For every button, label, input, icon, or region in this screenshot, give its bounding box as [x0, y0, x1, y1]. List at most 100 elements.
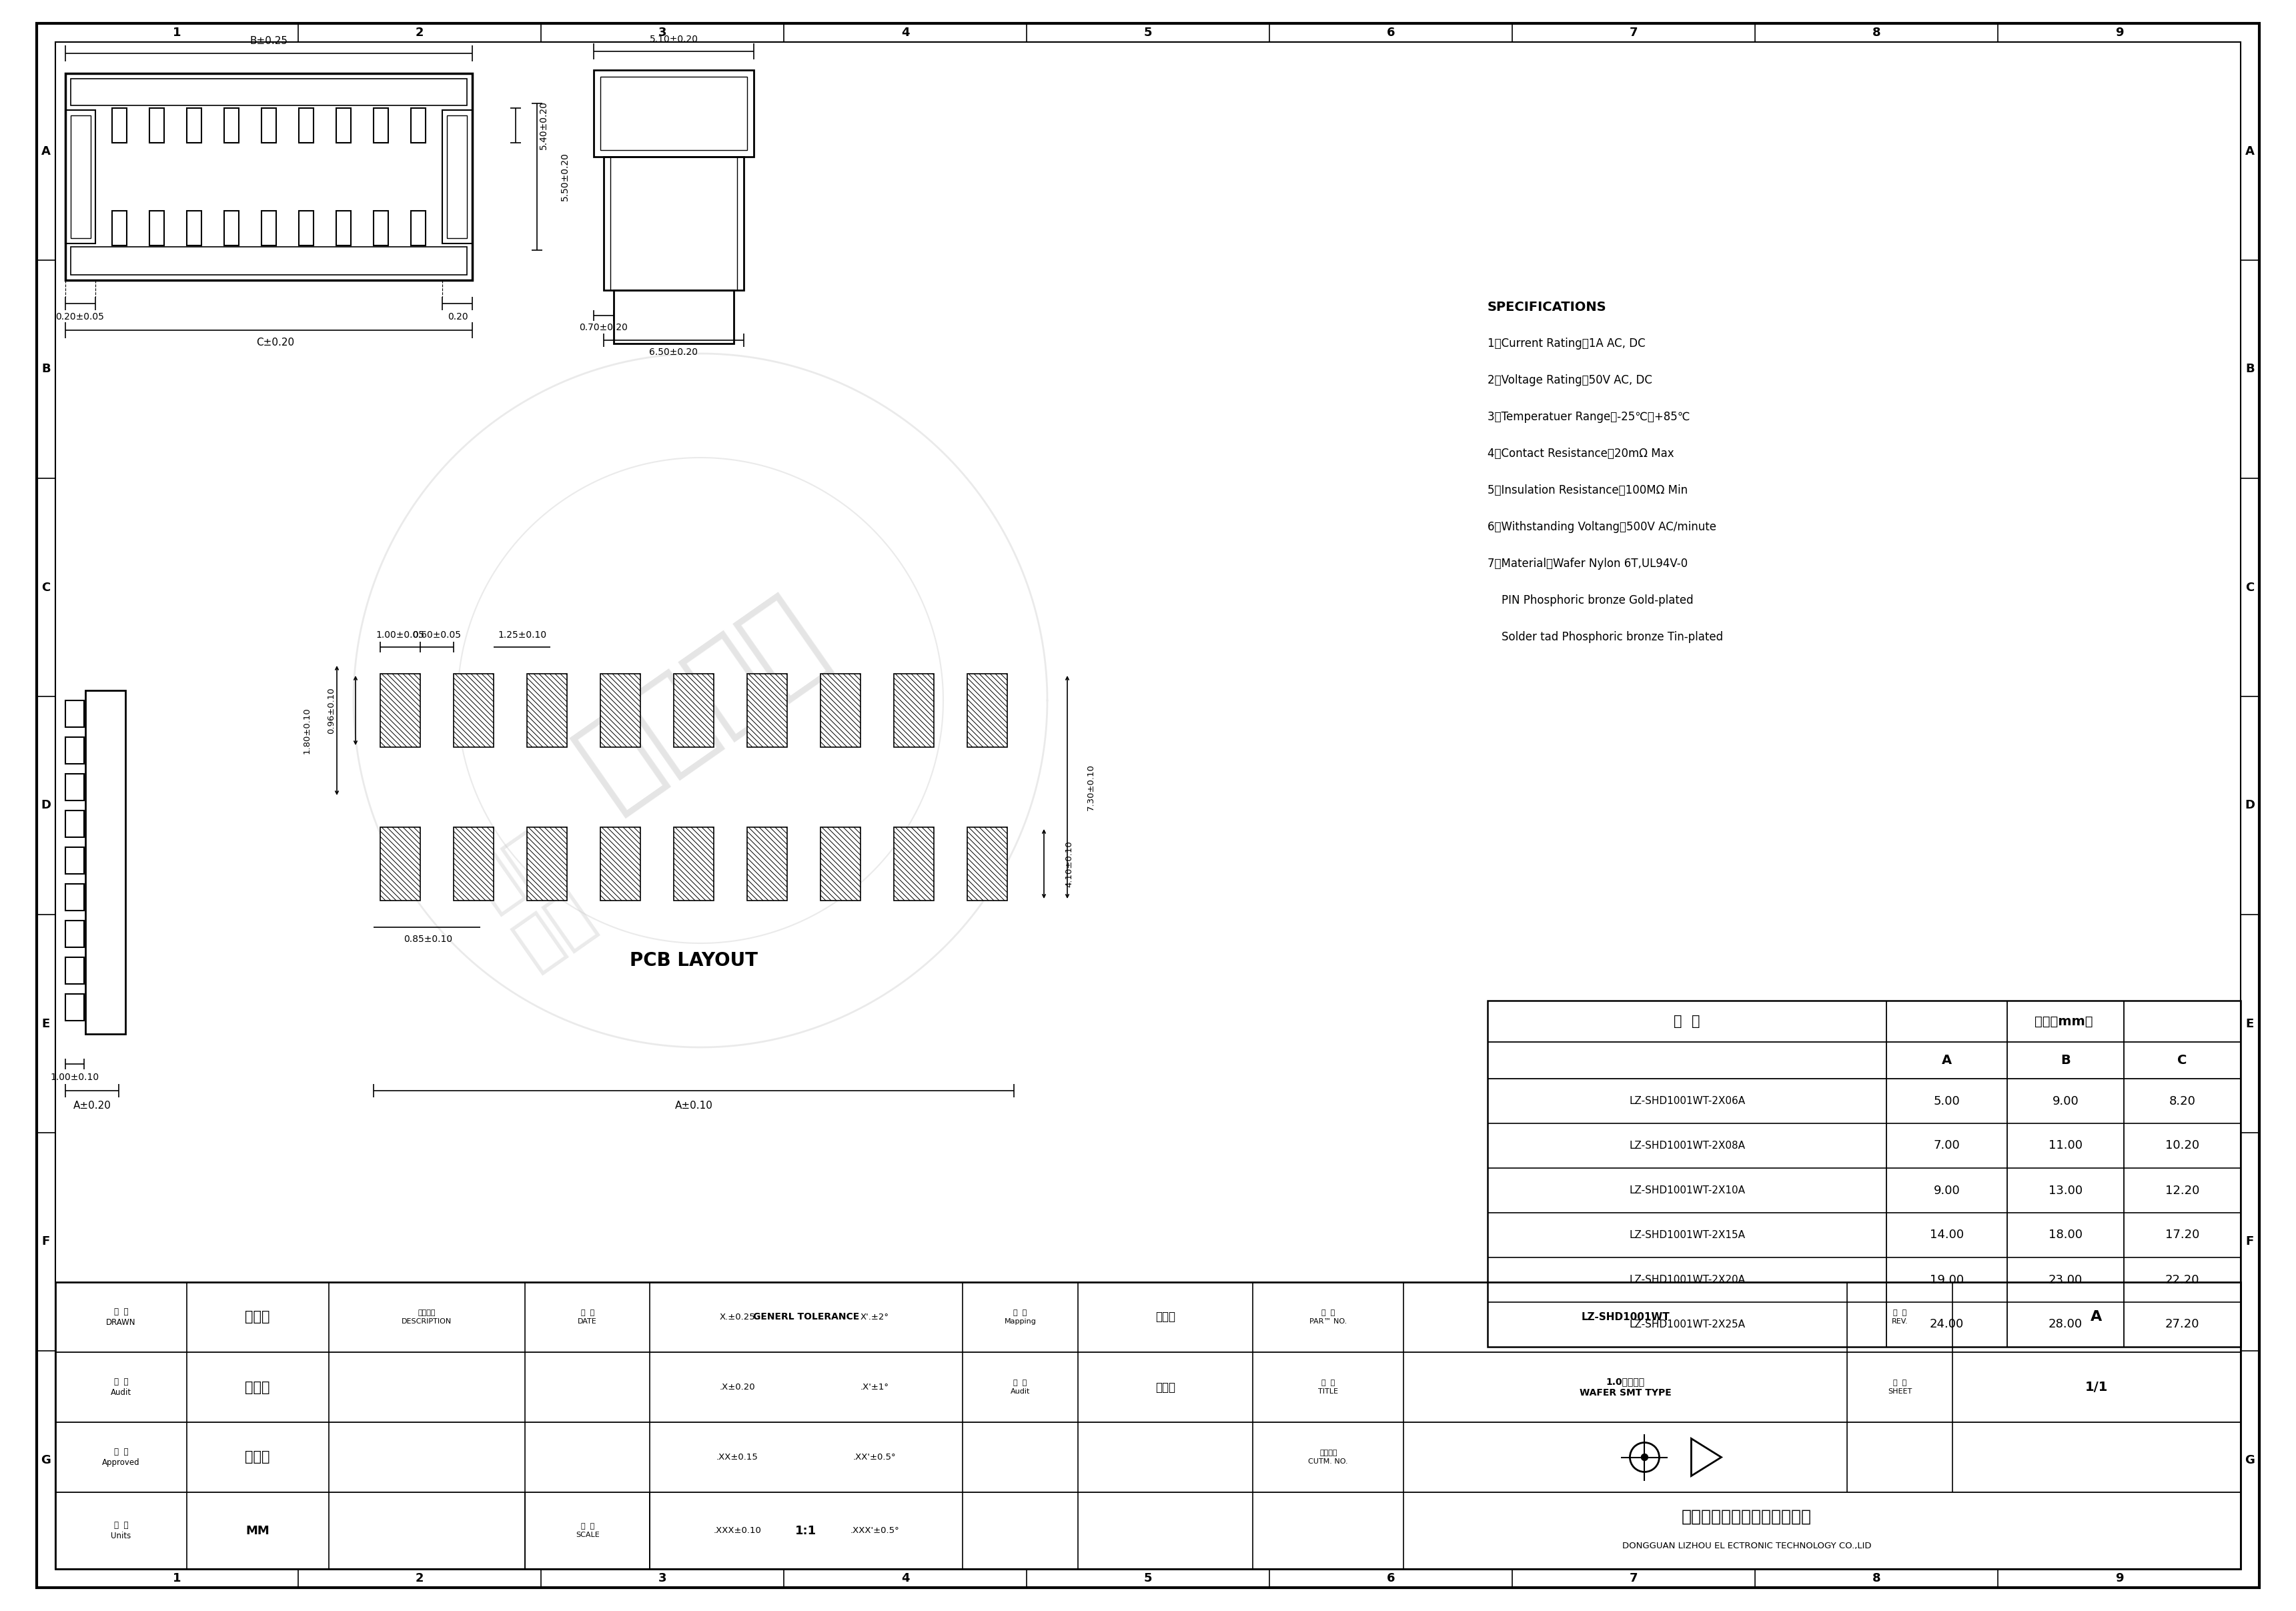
Text: 8.20: 8.20 — [2170, 1095, 2195, 1107]
Bar — [381, 826, 420, 901]
Bar — [528, 826, 567, 901]
Text: G: G — [2245, 1453, 2255, 1466]
Bar — [528, 673, 567, 748]
Bar — [528, 826, 567, 901]
Text: 23.00: 23.00 — [2048, 1274, 2082, 1286]
Text: LZ-SHD1001WT-2X25A: LZ-SHD1001WT-2X25A — [1630, 1319, 1745, 1329]
Text: 2: 2 — [416, 1572, 425, 1584]
Text: 1: 1 — [172, 27, 181, 39]
Bar — [262, 108, 276, 143]
Text: 1:1: 1:1 — [794, 1524, 817, 1537]
Text: 1.00±0.10: 1.00±0.10 — [51, 1073, 99, 1083]
Text: 3、Temperatuer Range：-25℃～+85℃: 3、Temperatuer Range：-25℃～+85℃ — [1488, 411, 1690, 424]
Bar — [599, 826, 641, 901]
Text: 7.30±0.10: 7.30±0.10 — [1086, 764, 1095, 810]
Text: 5.10±0.20: 5.10±0.20 — [650, 35, 698, 43]
Bar — [448, 116, 466, 238]
Bar — [64, 994, 85, 1021]
Bar — [893, 826, 934, 901]
Text: 1/1: 1/1 — [2085, 1381, 2108, 1394]
Text: 1: 1 — [172, 1572, 181, 1584]
Text: 1.0双排卧贴
WAFER SMT TYPE: 1.0双排卧贴 WAFER SMT TYPE — [1580, 1377, 1671, 1398]
Text: B: B — [2245, 362, 2255, 375]
Text: A: A — [2092, 1310, 2103, 1324]
Bar — [1488, 1000, 2241, 1347]
Text: 1.25±0.10: 1.25±0.10 — [498, 630, 546, 640]
Bar — [149, 108, 163, 143]
Text: 28.00: 28.00 — [2048, 1318, 2082, 1331]
Bar — [381, 673, 420, 748]
Bar — [335, 211, 351, 245]
Text: .XX±0.15: .XX±0.15 — [716, 1453, 758, 1461]
Text: A: A — [41, 145, 51, 158]
Text: X'.±2°: X'.±2° — [861, 1313, 889, 1321]
Bar — [374, 108, 388, 143]
Text: LZ-SHD1001WT-2X15A: LZ-SHD1001WT-2X15A — [1630, 1231, 1745, 1240]
Text: 12.20: 12.20 — [2165, 1184, 2200, 1197]
Bar — [673, 673, 714, 748]
Bar — [298, 108, 315, 143]
Text: 6.50±0.20: 6.50±0.20 — [650, 348, 698, 358]
Text: 尺寸（mm）: 尺寸（mm） — [2034, 1015, 2094, 1028]
Text: 2、Voltage Rating：50V AC, DC: 2、Voltage Rating：50V AC, DC — [1488, 374, 1653, 387]
Text: 制  图
Mapping: 制 图 Mapping — [1003, 1310, 1035, 1324]
Text: LZ-SHD1001WT-2X10A: LZ-SHD1001WT-2X10A — [1630, 1186, 1745, 1195]
Text: Solder tad Phosphoric bronze Tin-plated: Solder tad Phosphoric bronze Tin-plated — [1488, 632, 1722, 643]
Bar — [967, 826, 1008, 901]
Text: .X'±1°: .X'±1° — [861, 1382, 889, 1392]
Circle shape — [1642, 1453, 1649, 1461]
Text: 5: 5 — [1143, 27, 1153, 39]
Bar — [64, 884, 85, 910]
Text: .XXX±0.10: .XXX±0.10 — [714, 1526, 762, 1535]
Text: 0.20±0.05: 0.20±0.05 — [55, 313, 103, 322]
Text: F: F — [2245, 1236, 2255, 1249]
Text: 4.10±0.10: 4.10±0.10 — [1065, 841, 1075, 888]
Bar — [64, 957, 85, 984]
Text: SPECIFICATIONS: SPECIFICATIONS — [1488, 301, 1607, 313]
Text: 24.00: 24.00 — [1931, 1318, 1963, 1331]
Bar — [225, 108, 239, 143]
Text: 5、Insulation Resistance：100MΩ Min: 5、Insulation Resistance：100MΩ Min — [1488, 485, 1688, 496]
Text: E: E — [2245, 1018, 2255, 1029]
Bar — [599, 77, 746, 150]
Text: 版  本
REV.: 版 本 REV. — [1892, 1310, 1908, 1324]
Text: PIN Phosphoric bronze Gold-plated: PIN Phosphoric bronze Gold-plated — [1488, 594, 1694, 606]
Text: 陈志强: 陈志强 — [246, 1450, 271, 1464]
Text: LZ-SHD1001WT-2X06A: LZ-SHD1001WT-2X06A — [1630, 1095, 1745, 1107]
Bar — [673, 673, 714, 748]
Text: 9: 9 — [2115, 27, 2124, 39]
Bar — [186, 211, 202, 245]
Bar — [64, 920, 85, 947]
Bar — [113, 108, 126, 143]
Text: 7.00: 7.00 — [1933, 1139, 1961, 1152]
Text: 比  例
SCALE: 比 例 SCALE — [576, 1522, 599, 1539]
Text: 2: 2 — [416, 27, 425, 39]
Text: PCB LAYOUT: PCB LAYOUT — [629, 950, 758, 970]
Text: 料  号
PAR™ NO.: 料 号 PAR™ NO. — [1309, 1310, 1348, 1324]
Bar — [443, 110, 473, 243]
Text: 3: 3 — [659, 27, 666, 39]
Bar — [967, 826, 1008, 901]
Text: B: B — [2060, 1054, 2071, 1066]
Text: 制  图
DRAWN: 制 图 DRAWN — [106, 1308, 135, 1327]
Text: 工厂直销: 工厂直销 — [560, 580, 840, 822]
Bar — [820, 826, 861, 901]
Text: A: A — [2245, 145, 2255, 158]
Bar — [374, 211, 388, 245]
Text: 11.00: 11.00 — [2048, 1139, 2082, 1152]
Text: 9.00: 9.00 — [1933, 1184, 1961, 1197]
Bar — [604, 156, 744, 290]
Bar — [381, 826, 420, 901]
Text: 6: 6 — [1387, 27, 1396, 39]
Text: 9: 9 — [2115, 1572, 2124, 1584]
Text: F: F — [41, 1236, 51, 1249]
Bar — [673, 826, 714, 901]
Text: A±0.20: A±0.20 — [73, 1100, 110, 1110]
Text: 9.00: 9.00 — [2053, 1095, 2078, 1107]
Text: G: G — [41, 1453, 51, 1466]
Bar — [599, 673, 641, 748]
Text: C: C — [2245, 582, 2255, 593]
Text: 0.20: 0.20 — [448, 313, 468, 322]
Text: 0.96±0.10: 0.96±0.10 — [328, 688, 335, 733]
Bar — [528, 673, 567, 748]
